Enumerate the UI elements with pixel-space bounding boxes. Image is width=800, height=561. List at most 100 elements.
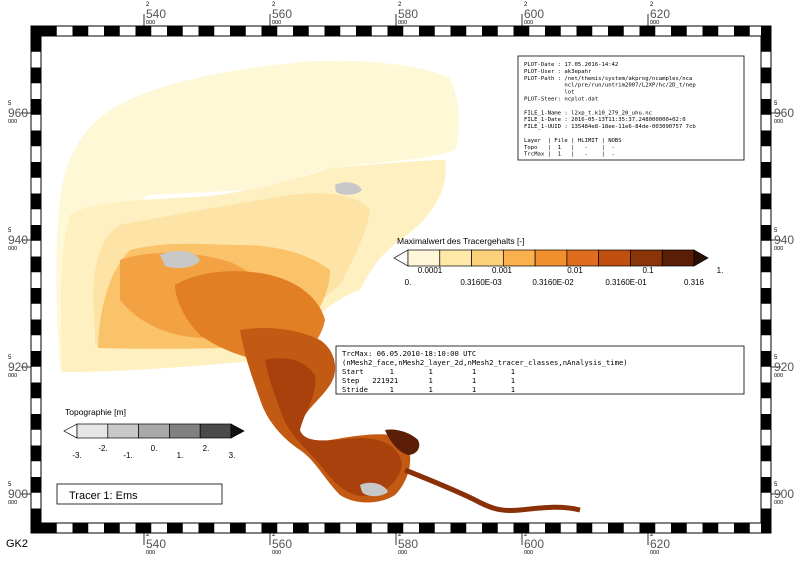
tracer-label-box: Tracer 1: Ems <box>56 483 223 505</box>
frame-segment <box>419 523 435 533</box>
tracer-legend-labels: 0.0001 0.001 0.01 0.1 1. 0. 0.3160E-03 0.3160E-… <box>405 266 724 287</box>
frame-segment <box>608 523 624 533</box>
frame-segment <box>545 523 561 533</box>
y-label-left-value: 960 <box>8 106 28 120</box>
y-label-left-suffix: 000 <box>8 373 17 379</box>
tracer-legend-label-upper: 0.001 <box>492 266 513 275</box>
frame-segment <box>513 523 530 533</box>
tracer-legend-label-lower: 0. <box>405 278 412 287</box>
y-label-right-suffix: 000 <box>774 373 783 379</box>
frame-segment <box>761 130 771 147</box>
frame-segment <box>31 67 41 84</box>
y-label-left-value: 920 <box>8 360 28 374</box>
x-label-top-value: 580 <box>398 7 418 21</box>
frame-segment <box>167 26 183 36</box>
frame-segment <box>72 523 89 533</box>
y-label-left-prefix: 5 <box>8 355 12 361</box>
topography-legend-swatch <box>230 423 245 439</box>
frame-segment <box>734 523 750 533</box>
data-info-line: Step 221921 1 1 1 <box>342 376 515 385</box>
tracer-legend-swatch <box>630 249 663 267</box>
topography-legend-label: 0. <box>151 444 158 453</box>
frame-segment <box>450 523 467 533</box>
x-label-bottom-suffix: 000 <box>272 550 281 556</box>
topography-legend-swatch <box>138 423 170 439</box>
frame-segment <box>31 319 41 336</box>
frame-segment <box>639 523 656 533</box>
tidal-flat <box>160 250 200 268</box>
y-label-left-prefix: 5 <box>8 228 12 234</box>
frame-segment <box>198 523 215 533</box>
y-label-right-prefix: 5 <box>774 101 778 107</box>
y-label-left-value: 940 <box>8 233 28 247</box>
y-label-left-prefix: 5 <box>8 101 12 107</box>
frame-segment <box>104 523 120 533</box>
data-info-lines: TrcMax: 06.05.2010-18:10:00 UTC(nMesh2_f… <box>342 349 628 394</box>
tidal-flat <box>335 182 362 195</box>
topography-legend-swatch <box>199 423 232 439</box>
y-label-right-value: 920 <box>774 360 794 374</box>
frame-segment <box>31 445 41 462</box>
x-label-bottom-prefix: 2 <box>650 532 654 538</box>
y-label-right-value: 960 <box>774 106 794 120</box>
tracer-field <box>56 60 581 513</box>
tracer-legend-swatch <box>502 249 536 267</box>
data-info-line: TrcMax: 06.05.2010-18:10:00 UTC <box>342 349 476 358</box>
frame-segment <box>761 319 771 336</box>
frame-segment <box>230 26 246 36</box>
topography-legend-labels: -3. -2. -1. 0. 1. 2. 3. <box>72 444 235 460</box>
x-label-bottom-suffix: 000 <box>146 550 155 556</box>
data-info-line: (nMesh2_face,nMesh2_layer_2d,nMesh2_trac… <box>342 358 628 367</box>
data-info-line: Start 1 1 1 1 <box>342 367 515 376</box>
x-label-top-value: 620 <box>650 7 670 21</box>
frame-segment <box>482 26 498 36</box>
frame-segment <box>356 523 372 533</box>
x-label-top-prefix: 2 <box>524 2 528 8</box>
info-line: PLOT-User : ak3epahr <box>524 69 592 75</box>
info-line: ncl/pre/run/untrim2007/L2XP/hc/2D_t/nep <box>524 83 696 89</box>
topography-legend-label: -1. <box>123 451 132 460</box>
info-line: Topo | 1 | - | - <box>524 145 615 151</box>
x-label-top-suffix: 000 <box>398 20 407 26</box>
x-label-bottom-prefix: 2 <box>524 532 528 538</box>
frame-segment <box>761 382 771 399</box>
frame-segment <box>761 445 771 462</box>
info-line: PLOT-Path : /net/themis/system/akprog/nc… <box>524 76 692 82</box>
frame-segment <box>761 477 771 493</box>
tracer-legend: Maximalwert des Tracergehalts [-] 0.0001… <box>393 236 724 287</box>
topography-legend-swatch <box>76 423 109 439</box>
frame-segment <box>230 523 246 533</box>
y-label-right-suffix: 000 <box>774 246 783 252</box>
tracer-legend-title: Maximalwert des Tracergehalts [-] <box>397 236 525 246</box>
topography-legend: Topographie [m] -3. -2. -1. 0. 1. 2. 3. <box>63 407 245 460</box>
tidal-flat <box>360 482 388 497</box>
frame-segment <box>198 26 215 36</box>
x-label-bottom-prefix: 2 <box>146 532 150 538</box>
x-label-bottom-value: 600 <box>524 537 544 551</box>
topography-legend-label: 2. <box>203 444 210 453</box>
y-label-left-value: 900 <box>8 487 28 501</box>
info-line: FILE_1-UUID : 135484e8-18ee-11e6-84de-00… <box>524 124 696 130</box>
topography-legend-label: -2. <box>98 444 107 453</box>
frame-segment <box>31 351 41 367</box>
data-info-box: TrcMax: 06.05.2010-18:10:00 UTC(nMesh2_f… <box>335 345 745 395</box>
info-line: TrcMax | 1 | - | - <box>524 152 615 158</box>
info-line: FILE_1-Name : l2xp_t.k10_279_20_uhu.nc <box>524 110 652 116</box>
frame-segment <box>761 162 771 178</box>
tracer-legend-label-upper: 1. <box>717 266 724 275</box>
frame-segment <box>671 26 687 36</box>
frame-segment <box>324 26 341 36</box>
